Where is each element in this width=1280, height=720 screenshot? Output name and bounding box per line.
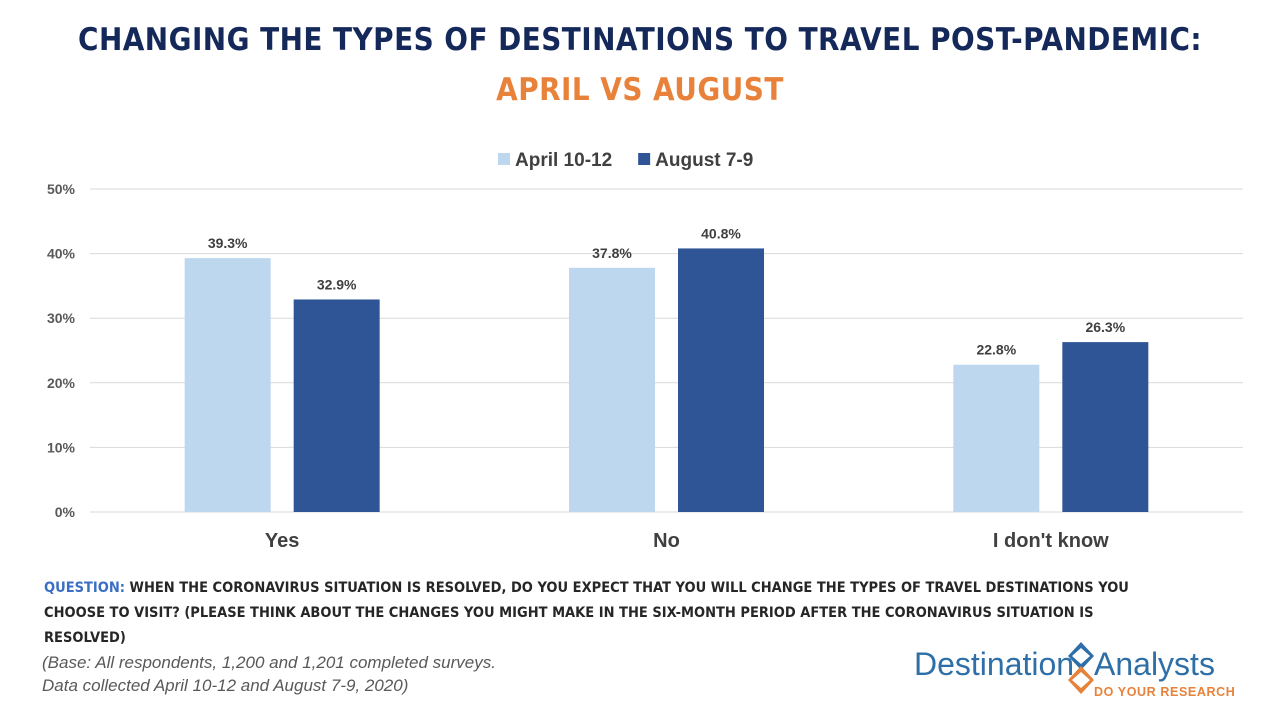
bar bbox=[293, 299, 380, 512]
question-label: QUESTION: bbox=[44, 580, 126, 596]
legend-swatch bbox=[638, 153, 651, 165]
x-tick-label: I don't know bbox=[993, 530, 1109, 552]
data-label: 26.3% bbox=[1085, 319, 1125, 335]
logo-tagline: DO YOUR RESEARCH bbox=[1094, 685, 1236, 699]
data-label: 39.3% bbox=[208, 235, 248, 251]
chart-subtitle: APRIL VS AUGUST bbox=[496, 72, 784, 108]
y-tick-label: 10% bbox=[47, 439, 76, 455]
question-text: QUESTION: WHEN THE CORONAVIRUS SITUATION… bbox=[44, 576, 1148, 651]
destination-analysts-logo: Destination Analysts DO YOUR RESEARCH bbox=[914, 640, 1254, 706]
chart-title: CHANGING THE TYPES OF DESTINATIONS TO TR… bbox=[78, 22, 1202, 58]
legend-label: April 10-12 bbox=[515, 150, 612, 171]
data-label: 32.9% bbox=[317, 276, 357, 292]
legend-label: August 7-9 bbox=[655, 150, 753, 171]
y-tick-label: 20% bbox=[47, 375, 76, 391]
bar-chart: 0% 10% 20% 30% 40% 50% 39.3% 32.9% Yes 37.8% 40.8%… bbox=[47, 150, 1243, 552]
bar bbox=[569, 267, 655, 512]
data-label: 37.8% bbox=[592, 245, 632, 261]
y-tick-label: 0% bbox=[55, 504, 76, 520]
diamond-logo-icon bbox=[1068, 642, 1094, 694]
bar bbox=[1062, 342, 1149, 512]
y-tick-label: 30% bbox=[47, 310, 76, 326]
base-note-line2: Data collected April 10-12 and August 7-… bbox=[42, 676, 409, 695]
data-label: 40.8% bbox=[701, 225, 741, 241]
bar bbox=[184, 258, 271, 512]
base-note-line1: (Base: All respondents, 1,200 and 1,201 … bbox=[42, 653, 496, 672]
x-tick-label: Yes bbox=[265, 530, 299, 552]
bar bbox=[678, 248, 764, 512]
data-label: 22.8% bbox=[976, 342, 1016, 358]
bar bbox=[953, 364, 1040, 512]
y-tick-label: 50% bbox=[47, 181, 76, 197]
x-tick-label: No bbox=[653, 530, 680, 552]
logo-word-analysts: Analysts bbox=[1094, 646, 1215, 682]
base-note: (Base: All respondents, 1,200 and 1,201 … bbox=[42, 651, 496, 697]
legend-swatch bbox=[498, 153, 510, 165]
question-body: WHEN THE CORONAVIRUS SITUATION IS RESOLV… bbox=[44, 580, 1129, 646]
logo-word-destination: Destination bbox=[914, 646, 1075, 682]
y-tick-label: 40% bbox=[47, 246, 76, 262]
